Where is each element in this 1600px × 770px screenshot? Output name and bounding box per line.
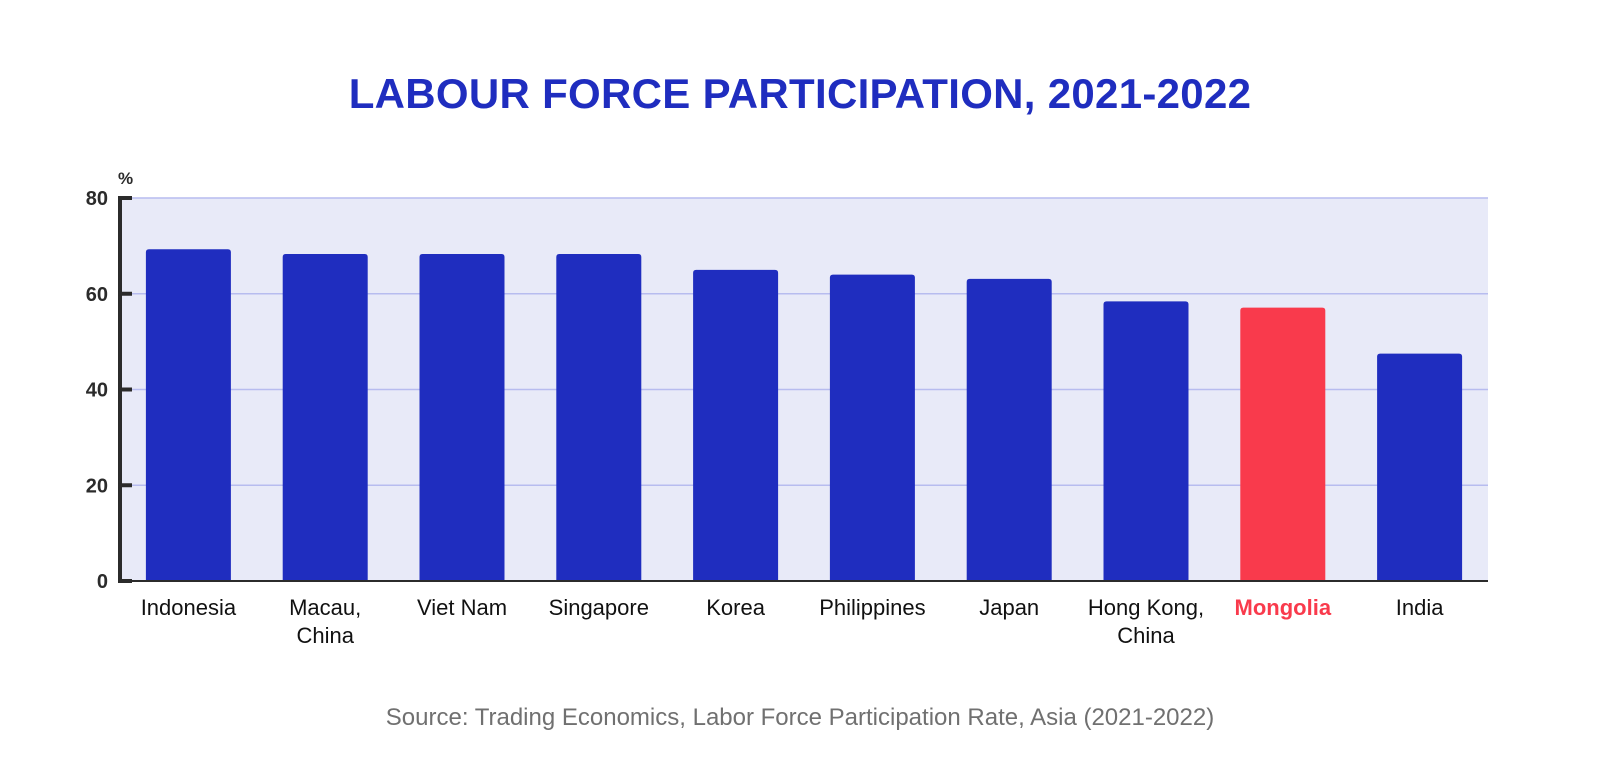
y-tick-label: 0 bbox=[97, 571, 108, 593]
y-unit-label: % bbox=[118, 169, 133, 188]
bar bbox=[966, 278, 1052, 581]
y-tick-label: 80 bbox=[86, 188, 108, 210]
x-tick-label: India bbox=[1396, 595, 1444, 620]
x-tick-label-line: Viet Nam bbox=[417, 595, 507, 620]
chart-title: LABOUR FORCE PARTICIPATION, 2021-2022 bbox=[348, 70, 1252, 117]
bar bbox=[693, 269, 779, 581]
bar bbox=[419, 254, 505, 582]
bar bbox=[1240, 307, 1326, 581]
x-tick-label: Indonesia bbox=[141, 595, 237, 620]
x-tick-label: Hong Kong, China bbox=[1088, 595, 1204, 648]
x-tick-label: Singapore bbox=[549, 595, 649, 620]
bar bbox=[145, 249, 231, 581]
y-tick-label: 40 bbox=[86, 380, 108, 402]
bar bbox=[829, 274, 915, 581]
y-tick-label: 60 bbox=[86, 284, 108, 306]
x-tick-label-line: Macau, bbox=[289, 595, 361, 620]
x-tick-label: Philippines bbox=[819, 595, 925, 620]
bar bbox=[1377, 353, 1463, 581]
x-tick-label-line: Singapore bbox=[549, 595, 649, 620]
x-tick-label-line: India bbox=[1396, 595, 1444, 620]
x-tick-label-line: Mongolia bbox=[1235, 595, 1332, 620]
x-tick-label: Japan bbox=[979, 595, 1039, 620]
x-tick-label: Korea bbox=[706, 595, 765, 620]
x-tick-label-line: China bbox=[296, 623, 354, 648]
x-tick-label: Mongolia bbox=[1235, 595, 1332, 620]
x-tick-label-line: China bbox=[1117, 623, 1175, 648]
bar bbox=[282, 254, 368, 582]
x-tick-label-line: Korea bbox=[706, 595, 765, 620]
x-tick-label-line: Japan bbox=[979, 595, 1039, 620]
x-tick-label-line: Hong Kong, bbox=[1088, 595, 1204, 620]
x-tick-label-line: Philippines bbox=[819, 595, 925, 620]
bar bbox=[556, 254, 642, 582]
bar bbox=[1103, 301, 1189, 581]
x-tick-label-line: Indonesia bbox=[141, 595, 237, 620]
y-tick-label: 20 bbox=[86, 475, 108, 497]
source-note: Source: Trading Economics, Labor Force P… bbox=[385, 704, 1215, 731]
x-tick-label: Viet Nam bbox=[417, 595, 507, 620]
x-tick-label: Macau, China bbox=[289, 595, 361, 648]
